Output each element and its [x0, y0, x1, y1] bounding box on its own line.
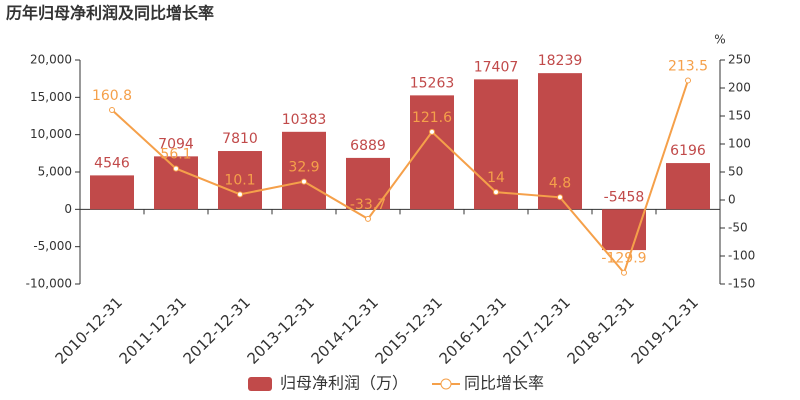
line-point	[429, 128, 435, 135]
y2-tick-label: 150	[728, 109, 751, 123]
bar	[474, 79, 518, 210]
line-point	[621, 269, 627, 276]
chart-title: 历年归母净利润及同比增长率	[6, 4, 214, 23]
bar-label: 17407	[474, 59, 519, 75]
bar-label: 15263	[410, 75, 455, 91]
bar-label: 6889	[350, 138, 386, 154]
y2-tick-label: 250	[728, 53, 751, 67]
y-tick-label: 20,000	[30, 53, 72, 67]
bar-label: -5458	[604, 189, 645, 205]
bar	[154, 156, 198, 210]
line-point	[557, 194, 563, 201]
y2-tick-label: 50	[728, 165, 743, 179]
line-label: 213.5	[668, 58, 708, 74]
bar-label: 7094	[158, 136, 194, 152]
y-tick-label: 0	[64, 202, 72, 216]
x-tick-label: 2019-12-31	[628, 293, 702, 367]
bar	[538, 73, 582, 210]
bar	[90, 175, 134, 210]
y-tick-label: 10,000	[30, 127, 72, 141]
legend-label: 归母净利润（万）	[280, 374, 408, 393]
line-point	[365, 215, 371, 222]
bar-label: 18239	[538, 53, 583, 69]
line-point	[685, 77, 691, 84]
line-label: 160.8	[92, 88, 132, 104]
line-label: 14	[487, 170, 505, 186]
y-tick-label: 15,000	[30, 90, 72, 104]
line-label: -129.9	[601, 251, 646, 267]
line-point	[301, 178, 307, 185]
y2-unit: %	[714, 33, 725, 47]
bar	[218, 151, 262, 210]
bar	[666, 163, 710, 210]
y2-tick-label: 200	[728, 81, 751, 95]
y2-tick-label: -100	[728, 249, 755, 263]
line	[111, 80, 689, 275]
legend-swatch	[440, 378, 452, 390]
x-tick-label: 2017-12-31	[500, 293, 574, 367]
y2-tick-label: -150	[728, 277, 755, 291]
y-tick-label: 5,000	[38, 165, 72, 179]
x-tick-label: 2010-12-31	[52, 293, 126, 367]
legend-swatch	[248, 377, 272, 391]
line-label: 4.8	[549, 175, 571, 191]
line-label: 10.1	[224, 172, 255, 188]
bar-label: 7810	[222, 131, 258, 147]
x-tick-label: 2014-12-31	[308, 293, 382, 367]
x-tick-label: 2012-12-31	[180, 293, 254, 367]
y-tick-label: -10,000	[26, 277, 72, 291]
y2-tick-label: 100	[728, 137, 751, 151]
x-tick-label: 2018-12-31	[564, 293, 638, 367]
x-tick-label: 2015-12-31	[372, 293, 446, 367]
y2-tick-label: 0	[728, 193, 736, 207]
line-label: 32.9	[288, 160, 319, 176]
bar	[602, 209, 646, 251]
bar-label: 10383	[282, 112, 327, 128]
x-tick-label: 2016-12-31	[436, 293, 510, 367]
y-tick-label: -5,000	[33, 239, 72, 253]
bar-label: 4546	[94, 155, 130, 171]
line-point	[493, 189, 499, 196]
legend-label: 同比增长率	[464, 374, 544, 393]
line-point	[173, 165, 179, 172]
x-tick-label: 2013-12-31	[244, 293, 318, 367]
bar	[346, 157, 390, 210]
x-tick-label: 2011-12-31	[116, 293, 190, 367]
bar	[282, 131, 326, 210]
bar-label: 6196	[670, 143, 706, 159]
line-point	[109, 106, 115, 113]
line-point	[237, 191, 243, 198]
y2-tick-label: -50	[728, 221, 748, 235]
line-label: -33.7	[350, 197, 386, 213]
line-label: 56.1	[160, 147, 191, 163]
line-label: 121.6	[412, 110, 452, 126]
